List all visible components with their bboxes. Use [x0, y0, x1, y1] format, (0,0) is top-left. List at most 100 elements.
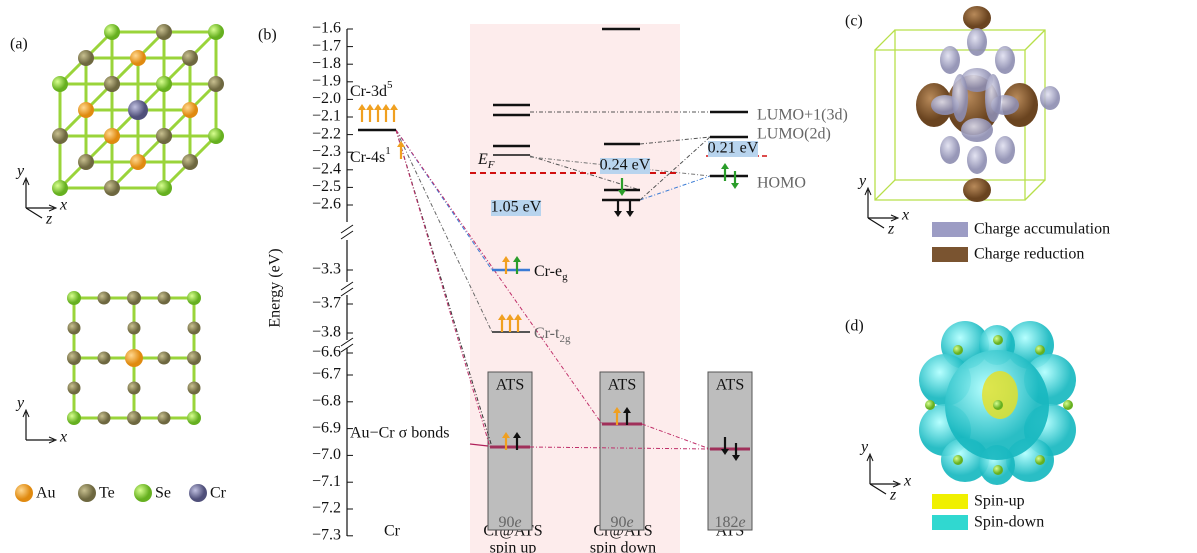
level-label: LUMO+1(3d): [757, 107, 848, 124]
density-lobe: [963, 6, 991, 30]
atom: [953, 455, 963, 465]
density-lobe: [961, 118, 993, 142]
atom: [97, 351, 111, 365]
atom: [157, 411, 171, 425]
atom: [52, 180, 68, 196]
y-tick-label: −1.9: [312, 72, 341, 89]
y-tick-label: −3.7: [312, 295, 341, 312]
electron-count: 90e: [498, 514, 521, 531]
atom: [104, 76, 120, 92]
label: x: [59, 197, 67, 214]
axis-head: [864, 186, 872, 196]
label-base: Cr-4s: [350, 149, 385, 166]
gap-box: [600, 158, 650, 174]
ats-label: ATS: [608, 377, 636, 394]
density-lobe: [967, 146, 987, 174]
ats-label: ATS: [496, 377, 524, 394]
legend-label: Spin-up: [974, 493, 1025, 510]
label: x: [901, 207, 909, 224]
atom: [78, 102, 94, 118]
spin-arrow-head: [721, 449, 729, 455]
atom: [156, 24, 172, 40]
ats-box: [487, 371, 533, 531]
label: z: [889, 487, 897, 504]
y-tick-label: −1.8: [312, 55, 341, 72]
spin-arrow-head: [502, 256, 510, 262]
level-label: Cr-3d5: [350, 79, 393, 100]
density-lobe: [931, 95, 959, 115]
label-sub: g: [562, 271, 568, 283]
atom: [104, 24, 120, 40]
axis-break: [340, 343, 354, 353]
level-label: Cr-t2g: [534, 325, 571, 345]
axis-break: [340, 287, 354, 297]
y-tick-label: −1.6: [312, 20, 341, 37]
spin-arrow-head: [614, 211, 622, 217]
y-tick-label: −2.1: [312, 108, 341, 125]
label-sup: 1: [385, 145, 391, 157]
axis-head: [22, 176, 30, 186]
axis-break: [340, 230, 354, 240]
axis-head: [866, 452, 874, 462]
fermi-label: EF: [477, 151, 495, 171]
cell-box: [874, 179, 896, 201]
connector: [395, 129, 493, 333]
atom: [187, 321, 201, 335]
legend-label: Charge accumulation: [974, 221, 1110, 238]
gap-label: 0.21 eV: [708, 140, 759, 157]
density-lobe: [940, 136, 960, 164]
atom: [104, 128, 120, 144]
atom: [156, 128, 172, 144]
column-label: spin down: [590, 540, 656, 553]
spin-arrow-head: [374, 104, 382, 110]
connector: [395, 129, 491, 448]
label-sup: 5: [387, 79, 393, 91]
panel-label: (a): [10, 36, 28, 53]
panel-label: (b): [258, 27, 277, 44]
atom: [208, 76, 224, 92]
gap-label: 0.24 eV: [600, 157, 651, 174]
axis-break: [340, 224, 354, 234]
atom: [157, 351, 171, 365]
atom: [97, 291, 111, 305]
atom: [128, 100, 148, 120]
electron-count-num: 182: [714, 514, 738, 531]
atom: [1035, 345, 1045, 355]
y-tick-label: −7.1: [312, 473, 341, 490]
electron-count: 182e: [714, 514, 745, 531]
label: y: [857, 173, 867, 190]
atom: [130, 154, 146, 170]
gap-box: [491, 200, 541, 216]
cell-box: [874, 29, 896, 51]
panel-label: (c): [845, 13, 863, 30]
legend-swatch: [932, 494, 968, 509]
level-label: LUMO(2d): [757, 126, 831, 143]
spin-arrow-head: [721, 163, 729, 169]
density-lobe: [1040, 86, 1060, 110]
y-tick-label: −7.3: [312, 526, 341, 543]
gap-label: 1.05 eV: [491, 199, 542, 216]
cell-box: [1024, 29, 1046, 51]
y-tick-label: −6.9: [312, 419, 341, 436]
ats-label: ATS: [716, 377, 744, 394]
atom: [15, 484, 33, 502]
y-tick-label: −3.8: [312, 324, 341, 341]
axis-head: [892, 480, 902, 488]
annotation: Au−Cr σ bonds: [350, 425, 449, 442]
y-tick-label: −6.8: [312, 392, 341, 409]
ats-box: [707, 371, 753, 531]
connector: [639, 136, 711, 201]
y-tick-label: −2.2: [312, 125, 341, 142]
legend-label: Charge reduction: [974, 246, 1084, 263]
legend-swatch: [932, 515, 968, 530]
electron-count: 90e: [610, 514, 633, 531]
y-tick-label: −2.5: [312, 178, 341, 195]
spin-arrow-head: [502, 432, 510, 438]
legend-label: Au: [36, 485, 56, 502]
spin-arrow-head: [366, 104, 374, 110]
spin-arrow-head: [390, 104, 398, 110]
atom: [78, 154, 94, 170]
atom: [127, 411, 141, 425]
spin-arrow-head: [498, 314, 506, 320]
